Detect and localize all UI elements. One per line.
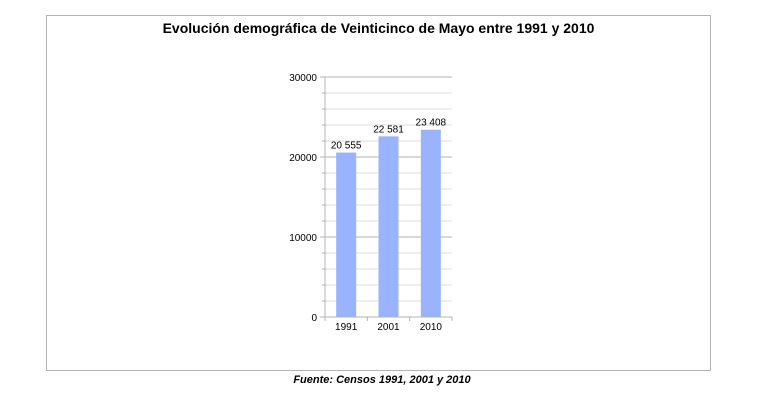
- y-tick-label-0: 0: [311, 313, 317, 324]
- x-tick-label-1991: 1991: [335, 322, 358, 333]
- source-caption: Fuente: Censos 1991, 2001 y 2010: [293, 374, 471, 386]
- bar-2001: [378, 136, 399, 317]
- chart-frame: Evolución demográfica de Veinticinco de …: [46, 15, 711, 371]
- y-tick-label-10000: 10000: [289, 233, 317, 244]
- x-tick-label-2001: 2001: [377, 322, 400, 333]
- x-tick-label-2010: 2010: [420, 322, 443, 333]
- y-tick-label-30000: 30000: [289, 73, 317, 84]
- data-label-1991: 20 555: [331, 141, 362, 152]
- bar-1991: [336, 152, 357, 317]
- bar-2010: [420, 129, 441, 317]
- bar-chart: 20 555 1991 22 581 2001 23 408 2010 0 10000 2000…: [289, 73, 453, 333]
- data-label-2001: 22 581: [373, 124, 404, 135]
- y-tick-label-20000: 20000: [289, 153, 317, 164]
- chart-title: Evolución demográfica de Veinticinco de …: [162, 20, 595, 36]
- data-label-2010: 23 408: [416, 118, 447, 129]
